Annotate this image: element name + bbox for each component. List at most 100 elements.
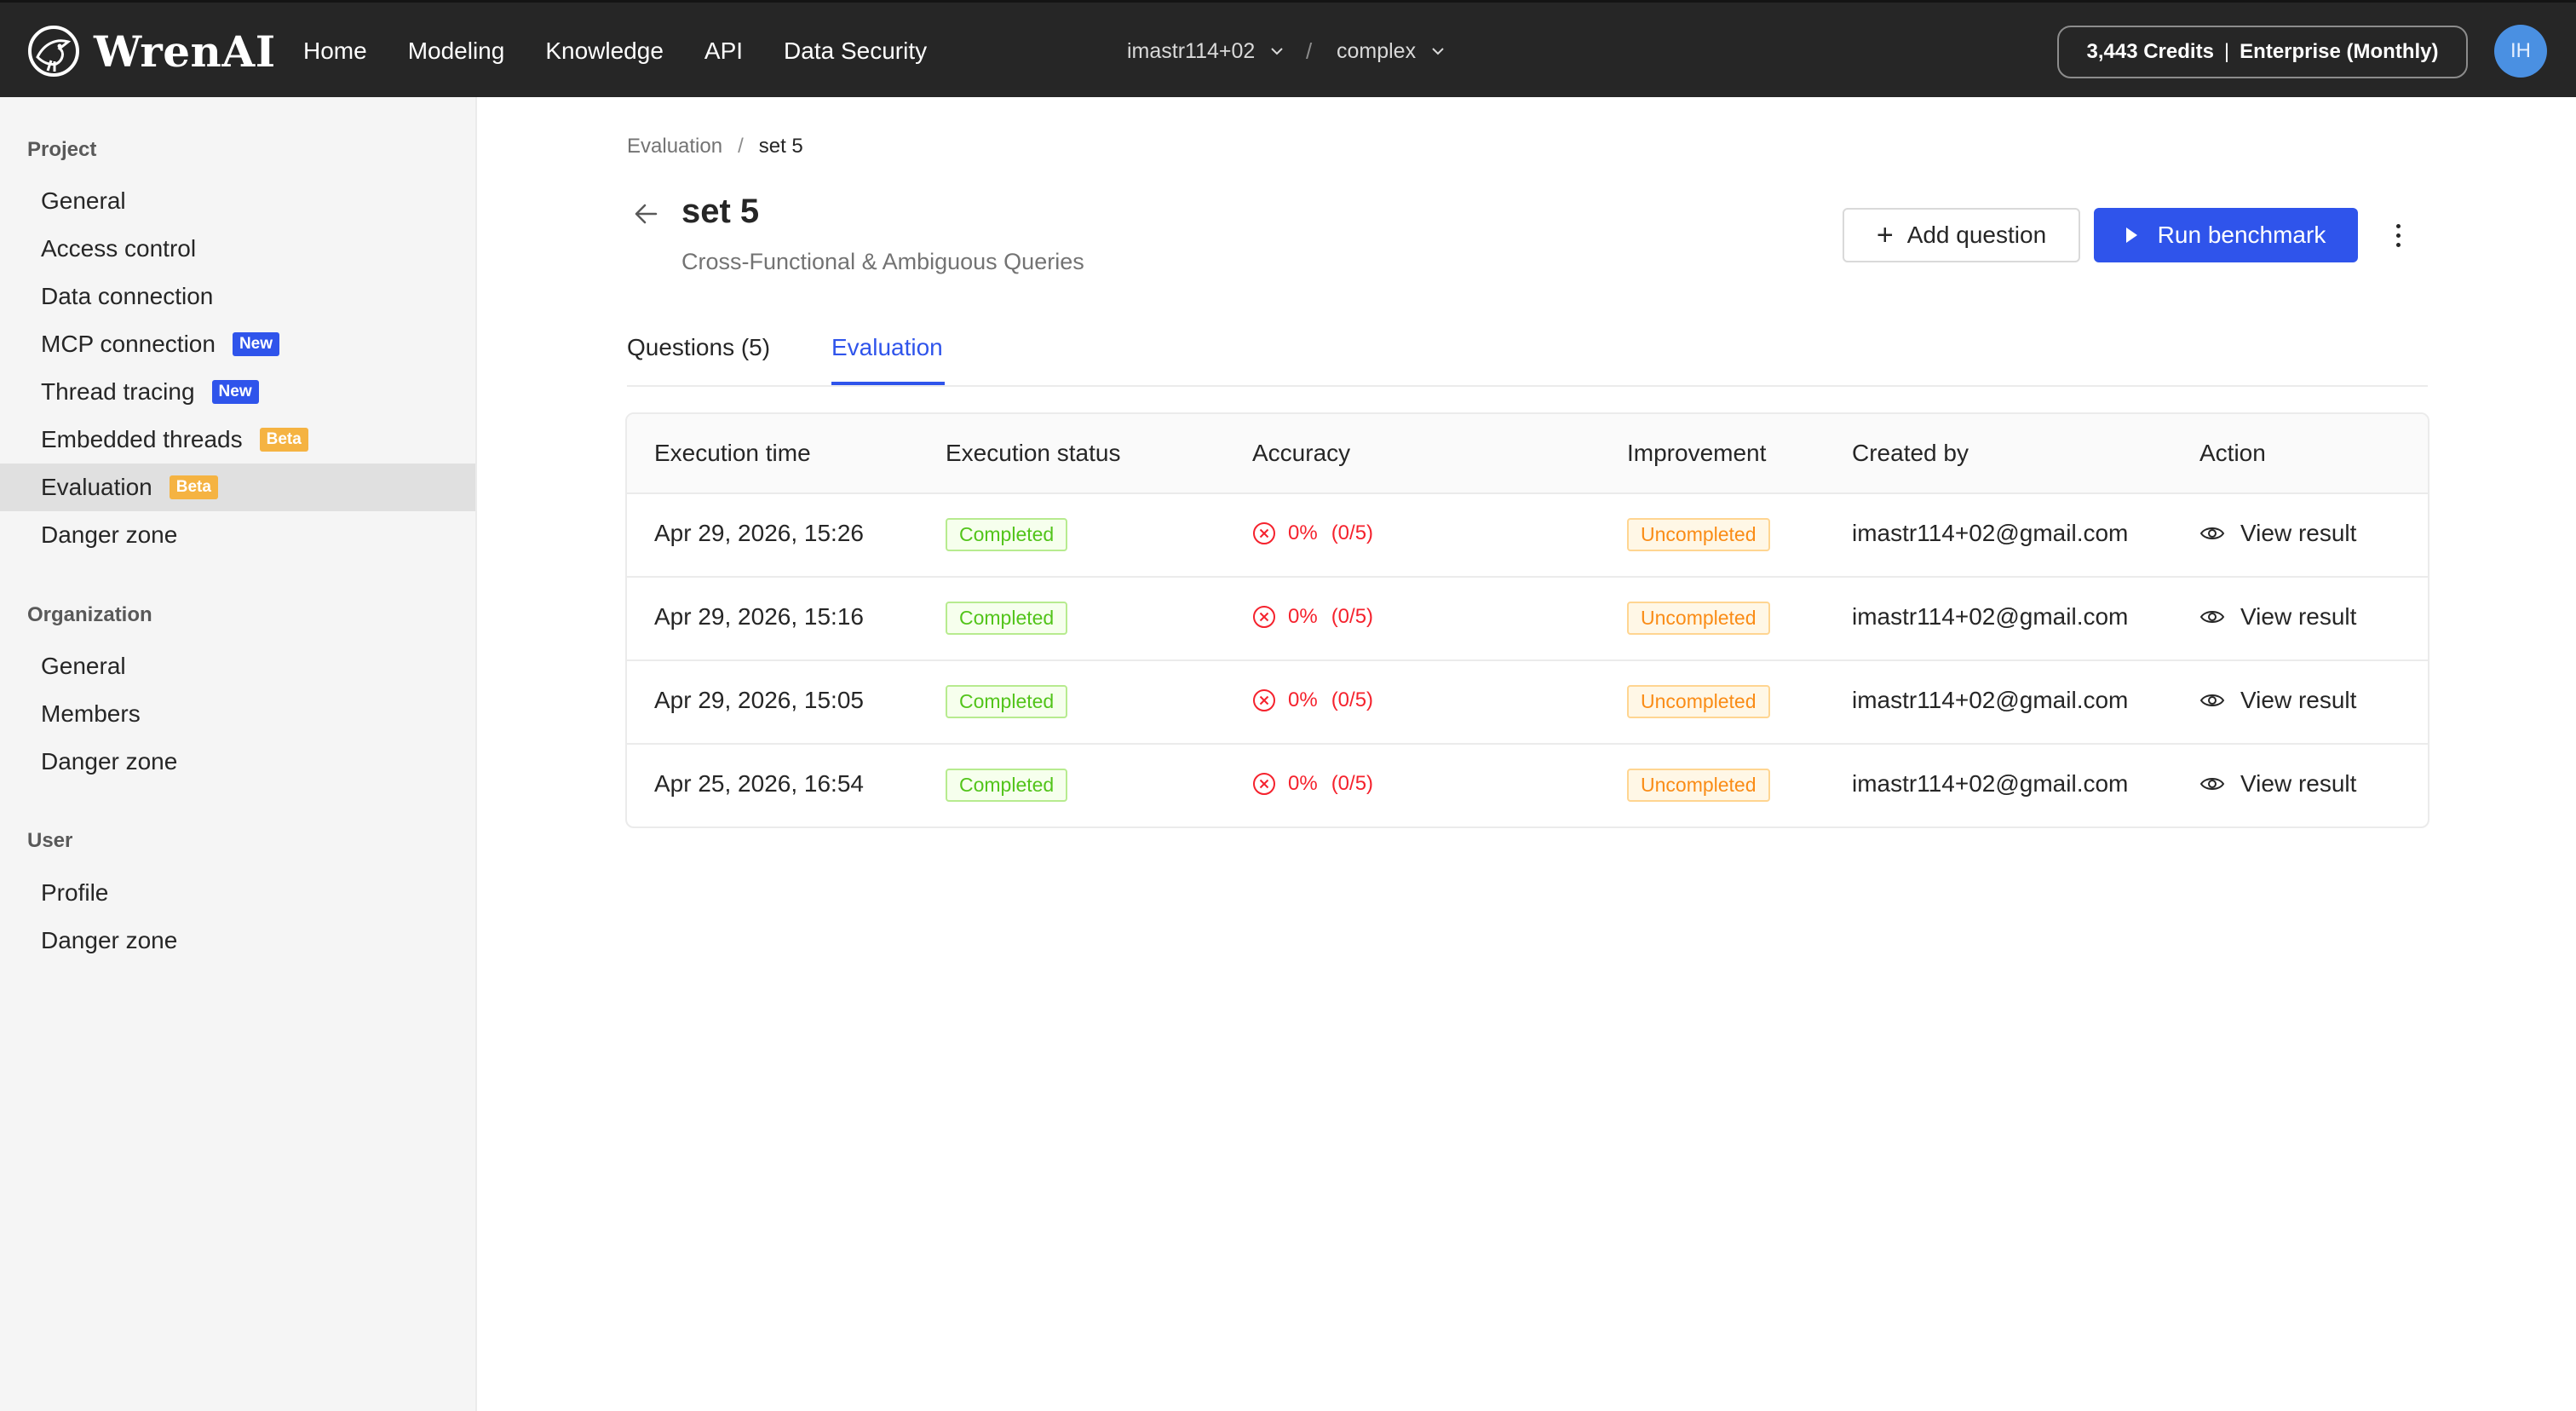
top-navigation-bar: WrenAI Home Modeling Knowledge API Data … — [0, 0, 2576, 97]
play-icon — [2125, 227, 2137, 243]
chevron-down-icon — [1271, 48, 1284, 55]
sidebar-item-label: General — [41, 187, 126, 214]
nav-data-security[interactable]: Data Security — [784, 37, 928, 64]
arrow-left-icon[interactable] — [630, 199, 664, 228]
status-badge: Completed — [946, 602, 1068, 635]
sidebar-item-mcp-connection[interactable]: MCP connection New — [0, 320, 475, 368]
evaluation-table: Execution time Execution status Accuracy… — [625, 412, 2429, 828]
active-tab-indicator — [831, 382, 945, 385]
tab-evaluation[interactable]: Evaluation — [831, 334, 943, 360]
status-badge: Completed — [946, 685, 1068, 718]
sidebar-item-embedded-threads[interactable]: Embedded threads Beta — [0, 416, 475, 464]
sidebar-section-organization: Organization — [27, 603, 152, 626]
add-question-label: Add question — [1906, 222, 2047, 248]
created-by-email: imastr114+02@gmail.com — [1852, 770, 2129, 797]
close-circle-icon — [1253, 522, 1275, 544]
improvement-badge: Uncompleted — [1627, 685, 1770, 718]
breadcrumb-current: set 5 — [758, 135, 803, 158]
main-nav: Home Modeling Knowledge API Data Securit… — [303, 35, 968, 67]
run-benchmark-label: Run benchmark — [2157, 222, 2326, 248]
new-badge: New — [211, 380, 259, 404]
sidebar-item-label: Thread tracing — [41, 378, 195, 405]
execution-time: Apr 29, 2026, 15:26 — [654, 520, 864, 546]
table-header: Execution time Execution status Accuracy… — [627, 414, 2428, 494]
accuracy-cell: 0% (0/5) — [1252, 688, 1373, 712]
sidebar-item-data-connection[interactable]: Data connection — [0, 273, 475, 320]
accuracy-percent: 0% — [1288, 772, 1318, 795]
sidebar-item-general[interactable]: General — [0, 177, 475, 225]
table-row: Apr 29, 2026, 15:26 Completed 0% (0/5) U… — [627, 494, 2428, 578]
breadcrumb: Evaluation / set 5 — [627, 135, 803, 158]
eye-icon — [2199, 694, 2225, 706]
view-result-button[interactable]: View result — [2199, 603, 2356, 631]
brand-name: WrenAI — [94, 26, 276, 77]
breadcrumb-separator: / — [738, 135, 744, 158]
view-result-button[interactable]: View result — [2199, 687, 2356, 714]
sidebar-item-danger-zone[interactable]: Danger zone — [0, 511, 475, 559]
nav-modeling[interactable]: Modeling — [407, 37, 505, 64]
project-selector[interactable]: complex — [1337, 35, 1446, 67]
sidebar-item-members[interactable]: Members — [0, 690, 475, 738]
sidebar-item-label: Danger zone — [41, 927, 178, 953]
pill-divider: | — [2223, 40, 2230, 63]
chevron-down-icon — [1432, 48, 1444, 55]
more-vertical-icon[interactable] — [2385, 218, 2411, 252]
close-circle-icon — [1253, 689, 1275, 711]
user-avatar[interactable]: IH — [2494, 25, 2547, 78]
view-result-label: View result — [2240, 603, 2357, 630]
credits-plan-pill[interactable]: 3,443 Credits | Enterprise (Monthly) — [2057, 26, 2468, 78]
column-header-created-by: Created by — [1852, 440, 1969, 466]
sidebar-item-org-danger-zone[interactable]: Danger zone — [0, 738, 475, 786]
improvement-badge: Uncompleted — [1627, 602, 1770, 635]
nav-home[interactable]: Home — [303, 37, 367, 64]
view-result-button[interactable]: View result — [2199, 520, 2356, 547]
created-by-email: imastr114+02@gmail.com — [1852, 603, 2129, 630]
status-badge: Completed — [946, 518, 1068, 551]
accuracy-fraction: (0/5) — [1331, 605, 1374, 628]
status-badge: Completed — [946, 769, 1068, 802]
sidebar-item-label: Embedded threads — [41, 426, 243, 452]
run-benchmark-button[interactable]: Run benchmark — [2094, 208, 2358, 262]
sidebar-section-user: User — [27, 829, 73, 852]
improvement-badge: Uncompleted — [1627, 518, 1770, 551]
sidebar-item-thread-tracing[interactable]: Thread tracing New — [0, 368, 475, 416]
sidebar-item-evaluation[interactable]: Evaluation Beta — [0, 464, 475, 511]
execution-time: Apr 29, 2026, 15:05 — [654, 687, 864, 713]
view-result-label: View result — [2240, 687, 2357, 713]
breadcrumb-evaluation-link[interactable]: Evaluation — [627, 135, 723, 158]
sidebar-item-label: Evaluation — [41, 474, 152, 500]
wren-bird-icon — [28, 26, 79, 77]
improvement-badge: Uncompleted — [1627, 769, 1770, 802]
plus-icon: + — [1876, 219, 1894, 251]
nav-knowledge[interactable]: Knowledge — [545, 37, 664, 64]
nav-api[interactable]: API — [704, 37, 744, 64]
tab-bar: Questions (5) Evaluation — [627, 322, 2428, 387]
column-header-improvement: Improvement — [1627, 440, 1767, 466]
sidebar-item-access-control[interactable]: Access control — [0, 225, 475, 273]
column-header-execution-status: Execution status — [946, 440, 1121, 466]
credits-count: 3,443 Credits — [2086, 40, 2214, 63]
view-result-button[interactable]: View result — [2199, 770, 2356, 798]
table-row: Apr 29, 2026, 15:05 Completed 0% (0/5) U… — [627, 661, 2428, 745]
accuracy-cell: 0% (0/5) — [1252, 605, 1373, 629]
sidebar-item-user-danger-zone[interactable]: Danger zone — [0, 917, 475, 965]
sidebar-item-label: Danger zone — [41, 521, 178, 548]
sidebar-item-org-general[interactable]: General — [0, 642, 475, 690]
accuracy-cell: 0% (0/5) — [1252, 521, 1373, 545]
execution-time: Apr 29, 2026, 15:16 — [654, 603, 864, 630]
sidebar-item-label: Danger zone — [41, 748, 178, 775]
beta-badge: Beta — [259, 428, 308, 452]
tab-questions[interactable]: Questions (5) — [627, 334, 771, 360]
sidebar-item-label: General — [41, 653, 126, 679]
brand-logo[interactable]: WrenAI — [26, 21, 276, 81]
plan-name: Enterprise (Monthly) — [2240, 40, 2439, 63]
page-subtitle: Cross-Functional & Ambiguous Queries — [681, 249, 1084, 274]
sidebar-item-profile[interactable]: Profile — [0, 869, 475, 917]
account-selector[interactable]: imastr114+02 — [1127, 35, 1285, 67]
add-question-button[interactable]: + Add question — [1843, 208, 2080, 262]
sidebar-section-project: Project — [27, 138, 97, 161]
eye-icon — [2199, 527, 2225, 539]
view-result-label: View result — [2240, 520, 2357, 546]
eye-icon — [2199, 611, 2225, 623]
sidebar-item-label: Members — [41, 700, 141, 727]
